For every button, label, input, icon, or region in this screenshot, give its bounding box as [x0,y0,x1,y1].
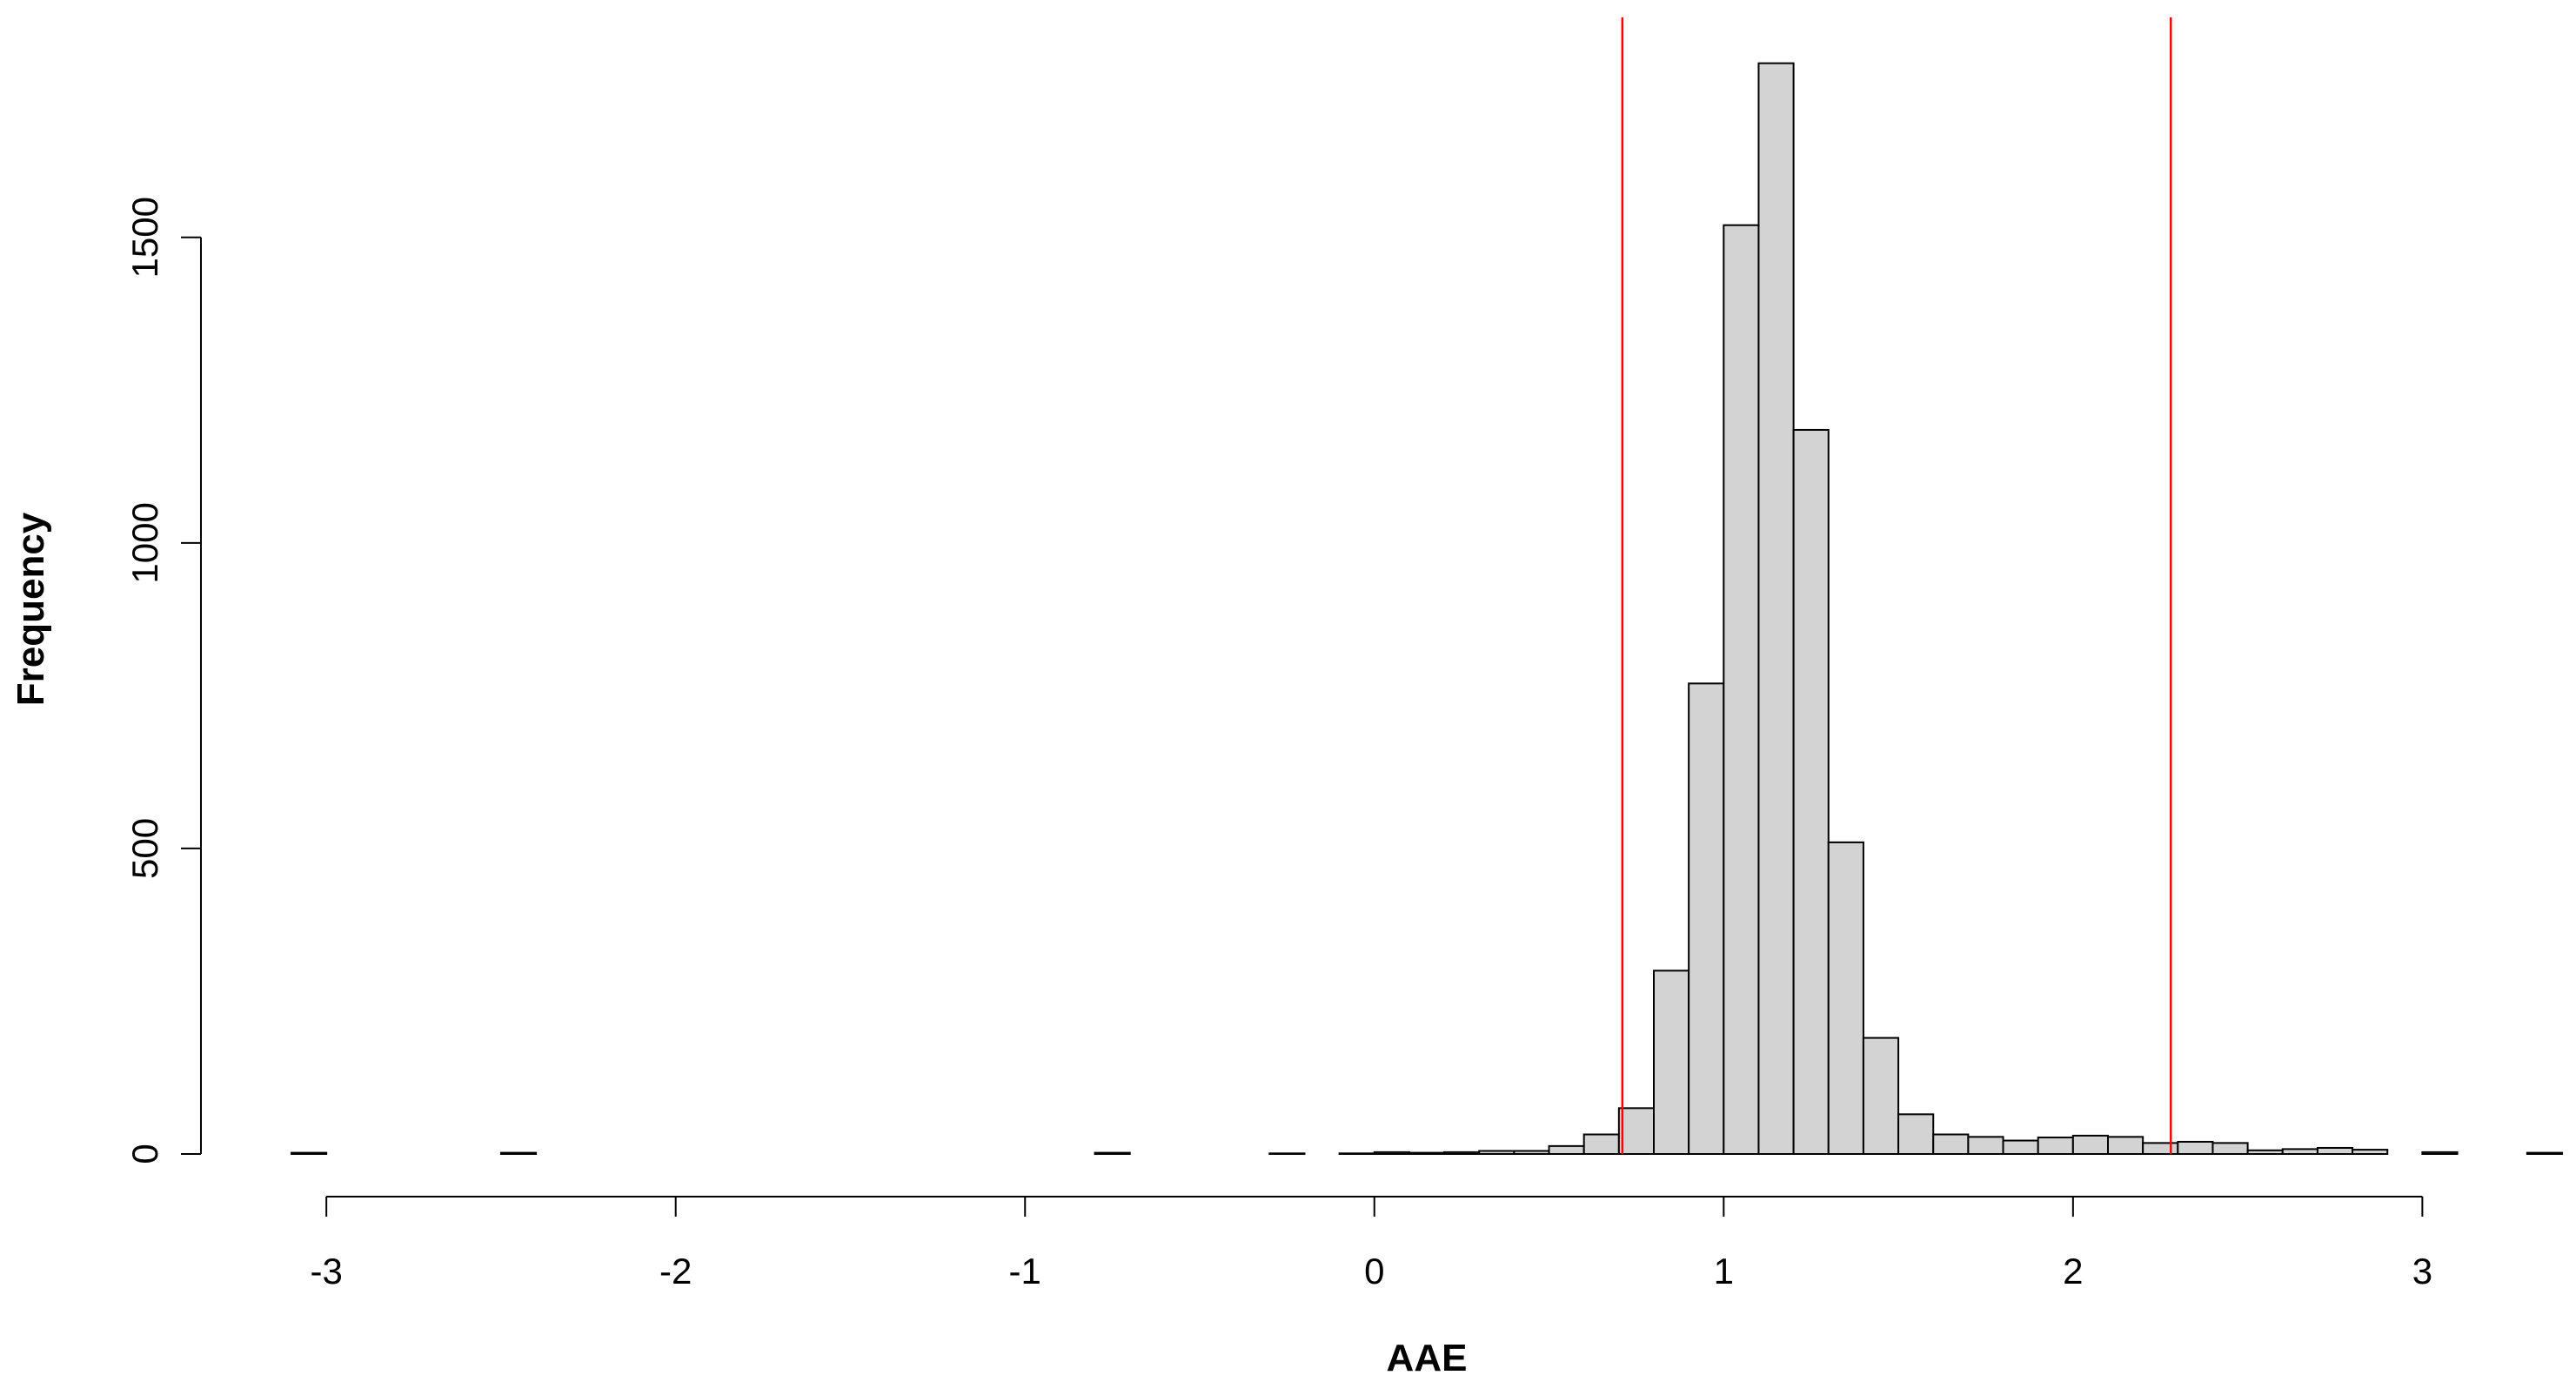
bar [2211,1142,2249,1156]
bar [2037,1137,2074,1156]
bar [1373,1151,1410,1156]
bar [1548,1144,1585,1156]
y-tick-label: 500 [124,818,165,879]
bar [1688,682,1725,1155]
bar [2071,1134,2110,1155]
x-tick-label: 0 [1364,1251,1384,1291]
bar [1792,428,1830,1155]
bar [1443,1151,1481,1156]
y-tick-label: 0 [124,1144,165,1164]
bar [1932,1133,1970,1155]
bar [1268,1152,1306,1156]
bar [291,1151,328,1156]
bar [1967,1136,2004,1156]
bar [2421,1151,2459,1156]
x-axis-title: AAE [1387,1337,1468,1379]
x-tick-label: 3 [2412,1251,2432,1291]
bar [1897,1113,1935,1156]
bar [2107,1136,2144,1156]
bar [1478,1150,1515,1156]
x-tick-label: 2 [2063,1251,2083,1291]
x-tick-label: -2 [659,1251,692,1291]
bar [2177,1140,2214,1156]
bar [499,1151,538,1156]
x-tick-label: 1 [1714,1251,1734,1291]
bar [1094,1151,1131,1156]
y-tick-label: 1500 [124,197,165,278]
bar [2526,1151,2564,1156]
x-tick-label: -1 [1009,1251,1041,1291]
bar [2316,1146,2354,1156]
bar [1757,62,1795,1156]
bar [1862,1036,1900,1156]
bar [1653,969,1690,1156]
bar [1513,1150,1550,1156]
x-tick-label: -3 [310,1251,342,1291]
bar [2352,1149,2389,1156]
y-axis-title: Frequency [10,512,52,706]
bar [1408,1151,1446,1156]
bar [2142,1142,2179,1156]
bar [1617,1107,1656,1156]
bar [2002,1139,2039,1156]
bar [1582,1133,1620,1155]
bar [1723,224,1760,1155]
bar [2281,1148,2318,1156]
y-tick-label: 1000 [124,502,165,583]
bar [1338,1152,1375,1156]
bar [2246,1149,2284,1156]
bar [1827,841,1864,1155]
